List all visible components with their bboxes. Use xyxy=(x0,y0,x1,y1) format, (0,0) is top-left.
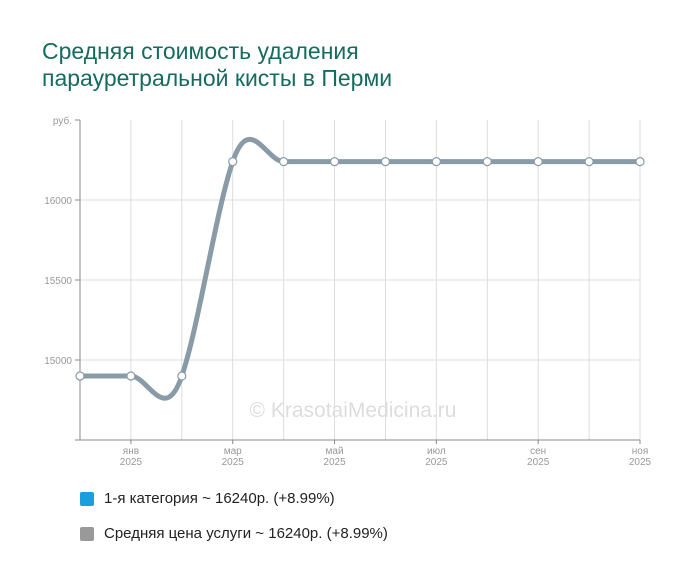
x-tick-year: 2025 xyxy=(222,457,245,468)
data-point xyxy=(228,157,238,167)
y-tick-label: 16000 xyxy=(44,196,72,207)
data-point xyxy=(635,157,645,167)
data-point xyxy=(533,157,543,167)
data-point xyxy=(584,157,594,167)
legend-swatch xyxy=(80,526,94,541)
data-point xyxy=(279,157,289,167)
watermark: © KrasotaiMedicina.ru xyxy=(250,399,457,422)
data-point xyxy=(177,371,187,381)
x-tick-year: 2025 xyxy=(120,457,143,468)
data-point xyxy=(75,371,85,381)
series-line-1 xyxy=(77,136,643,401)
legend-label: 1-я категория ~ 16240р. (+8.99%) xyxy=(104,490,335,507)
legend-label: Средняя цена услуги ~ 16240р. (+8.99%) xyxy=(104,525,388,542)
data-point xyxy=(380,157,391,167)
y-axis-label: руб. xyxy=(53,115,72,127)
x-tick-month: сен xyxy=(530,446,546,457)
legend-item-average[interactable]: Средняя цена услуги ~ 16240р. (+8.99%) xyxy=(80,525,388,542)
series-line-0 xyxy=(78,137,642,401)
x-tick-month: май xyxy=(326,446,344,457)
data-point xyxy=(126,371,136,381)
x-tick-year: 2025 xyxy=(425,457,448,468)
legend-swatch xyxy=(80,491,94,506)
x-tick-month: янв xyxy=(123,446,139,457)
x-tick-month: июл xyxy=(427,446,446,457)
data-point xyxy=(482,157,492,167)
data-point xyxy=(431,157,441,167)
legend-item-category[interactable]: 1-я категория ~ 16240р. (+8.99%) xyxy=(80,490,335,507)
x-tick-year: 2025 xyxy=(629,457,652,468)
data-point xyxy=(329,157,340,167)
x-tick-year: 2025 xyxy=(323,457,346,468)
title-line-2: парауретральной кисты в Перми xyxy=(42,65,393,91)
chart-title: Средняя стоимость удаления парауретральн… xyxy=(42,38,392,92)
title-line-1: Средняя стоимость удаления xyxy=(42,38,359,64)
y-tick-label: 15000 xyxy=(44,356,72,367)
x-tick-year: 2025 xyxy=(527,457,550,468)
x-tick-month: мар xyxy=(224,446,242,457)
x-tick-month: ноя xyxy=(632,446,649,457)
y-tick-label: 15500 xyxy=(44,276,72,287)
